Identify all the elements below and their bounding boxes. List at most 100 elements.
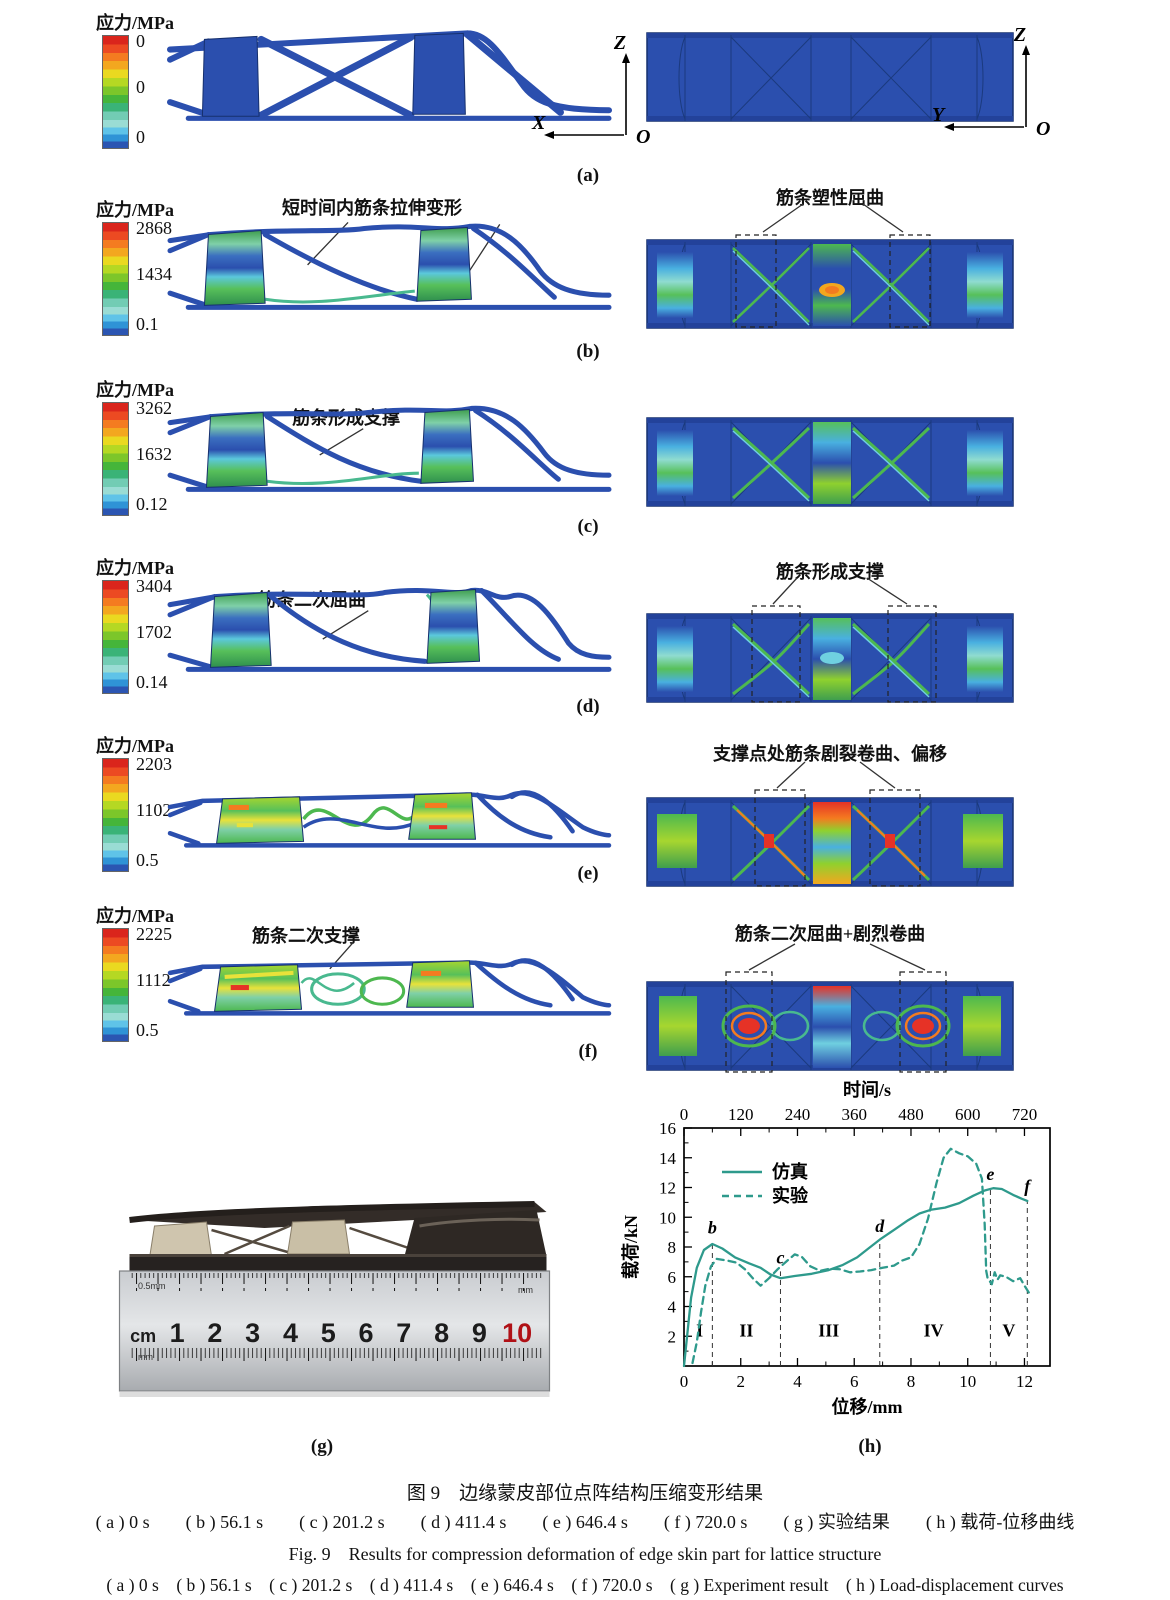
colorbar-a: 应力/MPa 0 0 0 <box>96 9 216 169</box>
fea-side-view-a <box>167 30 613 121</box>
point-label-e: e <box>986 1164 994 1184</box>
point-label-d: d <box>875 1216 885 1236</box>
top-tick-label: 120 <box>728 1105 754 1124</box>
top-tick-label: 0 <box>680 1105 689 1124</box>
colorbar-mid: 1702 <box>136 622 172 642</box>
ruler-number: 1 <box>169 1318 185 1348</box>
fea-side-view-b <box>167 221 612 310</box>
top-tick-label: 240 <box>785 1105 811 1124</box>
row-a: 应力/MPa 0 0 0 Z X O Z Y O <box>0 5 1170 195</box>
ruler-unit: cm <box>130 1326 157 1346</box>
annotation-f-right: 筋条二次屈曲+剧烈卷曲 <box>734 924 926 944</box>
colorbar-min: 0 <box>136 127 145 147</box>
top-tick-label: 480 <box>898 1105 924 1124</box>
row-c: 应力/MPa 3262 1632 0.12 筋条形成支撑 (c) <box>0 372 1170 550</box>
fea-side-view-d <box>167 587 612 672</box>
colorbar-max: 2225 <box>136 924 172 944</box>
fea-front-view-e <box>645 761 1015 891</box>
ruler-number: 7 <box>396 1318 412 1348</box>
ruler-mark-top-right: mm <box>518 1285 533 1295</box>
colorbar-gradient <box>102 928 129 1042</box>
colorbar-min: 0.1 <box>136 314 159 334</box>
annotation-b-left: 短时间内筋条拉伸变形 <box>282 198 462 218</box>
x-tick-label: 2 <box>736 1372 745 1391</box>
fea-front-view-d <box>645 577 1015 707</box>
subfigure-label-b: (b) <box>576 341 600 362</box>
colorbar-mid: 1434 <box>136 264 172 284</box>
colorbar-gradient <box>102 758 129 872</box>
subfigure-label-c: (c) <box>577 516 599 537</box>
experiment-photo <box>118 1201 551 1397</box>
load-displacement-chart: 0 2 4 6 8 10 12 0 120 240 360 480 600 720 2 4 6 8 10 12 14 16… <box>620 1080 1072 1430</box>
colorbar-min: 0.5 <box>136 1020 159 1040</box>
zone-label-V: V <box>1002 1320 1015 1340</box>
axis-label-x: X <box>531 112 546 134</box>
ruler-number: 4 <box>282 1318 298 1348</box>
dashed-box <box>754 789 921 887</box>
y-tick-label: 2 <box>668 1327 677 1346</box>
colorbar-max: 3404 <box>136 576 172 596</box>
colorbar-title: 应力/MPa <box>96 200 174 220</box>
colorbar-min: 0.5 <box>136 850 159 870</box>
annotation-b-right: 筋条塑性屈曲 <box>776 188 884 208</box>
fea-side-view-c <box>167 405 612 492</box>
zone-label-IV: IV <box>924 1320 944 1340</box>
top-axis-title: 时间/s <box>843 1080 891 1100</box>
colorbar-min: 0.14 <box>136 672 168 692</box>
y-tick-label: 16 <box>659 1119 676 1138</box>
row-e: 应力/MPa 2203 1102 0.5 支撑点处筋条剧裂卷曲、偏移 <box>0 728 1170 898</box>
x-tick-label: 4 <box>793 1372 802 1391</box>
fea-front-view-b <box>645 203 1015 333</box>
ruler-number: 2 <box>207 1318 223 1348</box>
ruler-number: 3 <box>245 1318 261 1348</box>
subfigure-label-g: (g) <box>310 1436 334 1457</box>
caption-en-title: Fig. 9 Results for compression deformati… <box>288 1544 882 1564</box>
ruler-number: 9 <box>471 1318 487 1348</box>
colorbar-e: 应力/MPa 2203 1102 0.5 <box>96 732 216 892</box>
annotation-f-left: 筋条二次支撑 <box>252 926 360 946</box>
caption-en-items: ( a ) 0 s ( b ) 56.1 s ( c ) 201.2 s ( d… <box>106 1575 1064 1595</box>
ruler-number: 8 <box>434 1318 450 1348</box>
subfigure-label-e: (e) <box>577 863 599 884</box>
ruler-number: 6 <box>358 1318 374 1348</box>
axis-label-o: O <box>1036 118 1050 140</box>
colorbar-max: 2203 <box>136 754 172 774</box>
colorbar-title: 应力/MPa <box>96 13 174 33</box>
caption-zh-title: 图 9 边缘蒙皮部位点阵结构压缩变形结果 <box>406 1483 764 1504</box>
colorbar-gradient <box>102 222 129 336</box>
ruler-number: 5 <box>320 1318 336 1348</box>
y-axis-title: 载荷/kN <box>620 1215 641 1279</box>
subfigure-label-h: (h) <box>858 1436 882 1457</box>
colorbar-gradient <box>102 580 129 694</box>
x-tick-label: 12 <box>1016 1372 1033 1391</box>
colorbar-mid: 1112 <box>136 970 171 990</box>
colorbar-mid: 1102 <box>136 800 172 820</box>
colorbar-title: 应力/MPa <box>96 736 174 756</box>
y-tick-label: 6 <box>668 1268 677 1287</box>
ruler-mark-bottom-left: mm <box>138 1352 153 1362</box>
series-仿真 <box>682 1187 1029 1368</box>
ruler-mark-top-left: 0.5mm <box>138 1281 166 1291</box>
caption-zh-items: ( a ) 0 s ( b ) 56.1 s ( c ) 201.2 s ( d… <box>95 1512 1075 1532</box>
colorbar-max: 3262 <box>136 398 172 418</box>
chart-canvas: 0 2 4 6 8 10 120 120 240 360 480 600 720246810121416… <box>620 1080 1051 1417</box>
dashed-box <box>735 234 931 328</box>
colorbar-title: 应力/MPa <box>96 380 174 400</box>
colorbar-f: 应力/MPa 2225 1112 0.5 <box>96 902 216 1062</box>
colorbar-b: 应力/MPa 2868 1434 0.1 <box>96 196 216 356</box>
specimen <box>129 1201 547 1271</box>
y-tick-label: 10 <box>659 1208 676 1227</box>
fea-side-view-e <box>167 790 612 848</box>
colorbar-c: 应力/MPa 3262 1632 0.12 <box>96 376 216 536</box>
subfigure-label-d: (d) <box>576 696 600 717</box>
axes-zx: Z X O <box>531 32 650 148</box>
fea-front-view-c <box>645 376 1015 511</box>
y-tick-label: 8 <box>668 1238 677 1257</box>
fea-front-view-f <box>645 943 1015 1073</box>
annotation-e-right: 支撑点处筋条剧裂卷曲、偏移 <box>713 744 947 764</box>
colorbar-min: 0.12 <box>136 494 168 514</box>
x-axis-title: 位移/mm <box>832 1396 903 1417</box>
x-tick-label: 10 <box>959 1372 976 1391</box>
colorbar-title: 应力/MPa <box>96 906 174 926</box>
